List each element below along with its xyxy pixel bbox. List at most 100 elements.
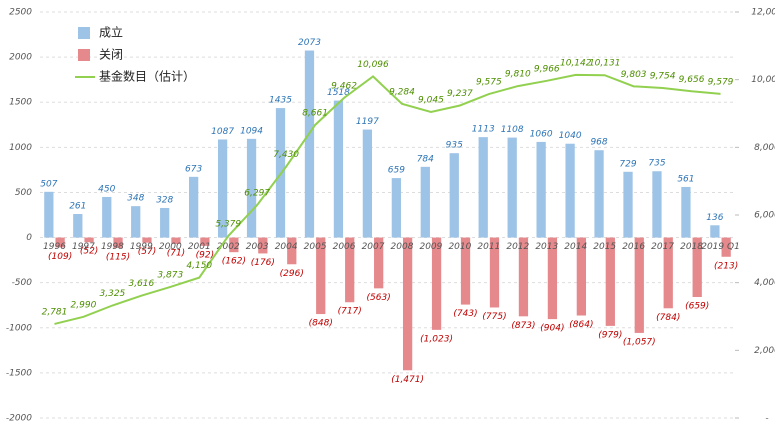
value-label: 328 [156, 195, 173, 205]
bar [345, 237, 355, 303]
value-label: 1518 [327, 88, 350, 98]
value-label: (1,023) [420, 334, 453, 344]
bar [594, 150, 604, 238]
bar [663, 237, 673, 309]
x-tick-label: 2019 Q1 [701, 242, 740, 252]
value-label: 261 [69, 202, 86, 212]
line-value-label: 10,131 [589, 59, 621, 69]
bar [171, 237, 181, 244]
x-tick-label: 1996 [43, 242, 66, 252]
bar [160, 207, 170, 238]
legend-label: 基金数目（估计） [99, 69, 195, 84]
x-tick-label: 2017 [651, 242, 674, 252]
bar [547, 237, 558, 320]
bar [402, 237, 413, 371]
bar [478, 137, 488, 238]
bar [246, 138, 257, 238]
line-value-label: 6,297 [244, 188, 270, 198]
value-label: 659 [388, 166, 405, 176]
legend-swatch [78, 27, 90, 39]
y-tick-label: 2000 [9, 53, 32, 63]
y-tick-label: -500 [12, 278, 33, 288]
bar [710, 225, 720, 238]
line-value-label: 8,661 [302, 108, 328, 118]
x-tick-label: 2011 [477, 242, 500, 252]
value-label: (1,471) [391, 375, 424, 385]
value-label: 136 [706, 213, 723, 223]
value-label: 935 [446, 141, 463, 151]
x-tick-label: 2012 [506, 242, 529, 252]
line-value-label: 9,575 [476, 78, 502, 88]
x-tick-label: 1997 [72, 242, 95, 252]
y-tick-label: 2500 [9, 8, 32, 18]
bar [142, 237, 152, 243]
bar [449, 153, 459, 238]
value-label: (864) [569, 320, 593, 330]
value-label: (109) [48, 252, 72, 262]
value-label: (57) [138, 247, 156, 257]
bar [84, 237, 94, 243]
y-tick-label: -1500 [6, 368, 32, 378]
y-tick-label: -1000 [6, 323, 32, 333]
bar [431, 237, 442, 330]
bar [217, 139, 228, 238]
line-value-label: 9,754 [650, 71, 676, 81]
x-tick-label: 2013 [535, 242, 558, 252]
value-label: (52) [80, 247, 98, 257]
value-label: (176) [251, 258, 275, 268]
bar [576, 237, 586, 316]
value-label: 729 [619, 159, 636, 169]
bar [692, 237, 702, 298]
bar [333, 100, 344, 238]
legend-label: 关闭 [99, 48, 123, 62]
line-value-label: 9,966 [534, 64, 560, 74]
value-label: (162) [222, 257, 246, 267]
value-label: (71) [167, 248, 185, 258]
line-value-label: 9,045 [418, 95, 444, 105]
legend-label: 成立 [99, 25, 123, 40]
x-tick-label: 2008 [391, 242, 414, 252]
bar [189, 176, 199, 238]
x-tick-label: 2005 [304, 242, 327, 252]
bar [634, 237, 644, 333]
x-tick-label: 2018 [680, 242, 703, 252]
bar [420, 166, 430, 238]
line-value-label: 3,325 [100, 289, 126, 299]
x-tick-label: 2000 [159, 242, 182, 252]
line-value-label: 2,781 [42, 307, 68, 317]
line-value-label: 3,616 [128, 279, 154, 289]
y2-tick-label: 6,000 [754, 211, 775, 221]
value-label: 1108 [501, 125, 524, 135]
value-label: 507 [40, 179, 57, 189]
line-value-label: 9,656 [679, 75, 705, 85]
value-label: (873) [511, 321, 535, 331]
x-tick-label: 2003 [246, 242, 269, 252]
x-tick-label: 2002 [217, 242, 240, 252]
x-tick-label: 2007 [362, 242, 385, 252]
bar [460, 237, 471, 305]
y-tick-label: 1000 [9, 143, 32, 153]
bar [258, 237, 268, 254]
bar [391, 178, 401, 238]
value-label: (213) [714, 261, 738, 271]
value-label: 784 [417, 154, 434, 164]
bar [73, 214, 83, 238]
bar [565, 143, 575, 238]
bar [102, 196, 112, 238]
value-label: 1060 [530, 129, 553, 139]
line-value-label: 9,803 [621, 70, 647, 80]
value-label: 1094 [240, 126, 263, 136]
x-tick-label: 2016 [622, 242, 645, 252]
bar [518, 237, 529, 317]
line-value-label: 4,150 [186, 261, 212, 271]
value-label: (717) [338, 307, 362, 317]
value-label: (659) [685, 302, 709, 312]
value-label: (92) [196, 250, 214, 260]
value-label: 968 [590, 138, 607, 148]
value-label: (904) [540, 324, 564, 334]
y2-tick-label: 10,000 [751, 75, 775, 85]
x-tick-label: 1999 [130, 242, 153, 252]
line-value-label: 2,990 [71, 300, 97, 310]
value-label: 673 [185, 164, 202, 174]
